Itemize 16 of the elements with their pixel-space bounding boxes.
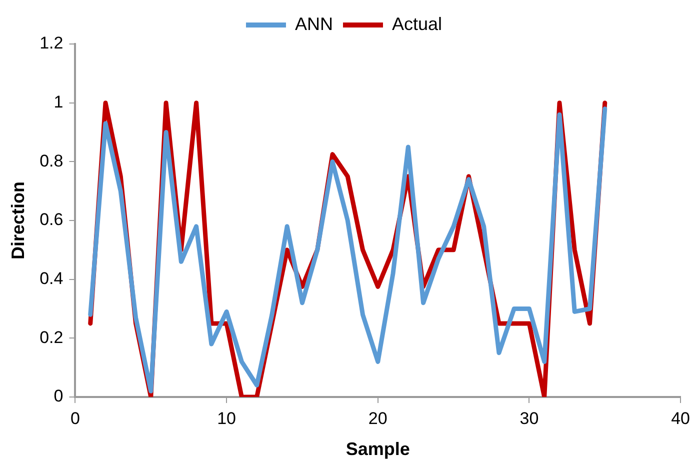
y-tick-label: 0.8 xyxy=(40,151,64,170)
x-tick-label: 0 xyxy=(70,408,80,428)
legend-label: ANN xyxy=(294,14,333,34)
y-tick-label: 1 xyxy=(54,92,64,112)
y-tick-label: 0.6 xyxy=(40,210,64,230)
y-tick-label: 0 xyxy=(54,386,64,406)
legend-label: Actual xyxy=(392,14,442,34)
x-tick-label: 30 xyxy=(520,408,539,428)
y-tick-label: 0.4 xyxy=(40,269,64,288)
x-axis-title: Sample xyxy=(346,439,410,460)
x-tick-label: 40 xyxy=(671,408,690,428)
y-axis-title: Direction xyxy=(8,181,28,260)
x-tick-label: 10 xyxy=(217,408,236,428)
x-tick-label: 20 xyxy=(368,408,388,428)
y-tick-label: 0.2 xyxy=(40,328,64,347)
y-tick-label: 1.2 xyxy=(40,34,64,53)
